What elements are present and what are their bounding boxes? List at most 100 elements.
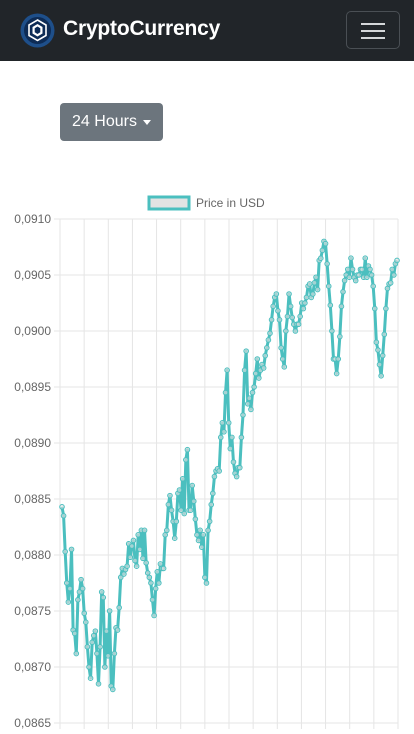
data-point — [284, 313, 291, 320]
data-point — [114, 627, 121, 633]
data-point — [265, 337, 272, 343]
data-point — [300, 305, 307, 312]
data-point — [367, 266, 373, 273]
caret-down-icon — [142, 120, 151, 125]
data-point — [391, 272, 397, 278]
data-point — [60, 513, 67, 519]
data-point — [187, 507, 194, 514]
data-point — [384, 285, 391, 292]
data-point — [73, 650, 80, 657]
crypto-com-lion-logo[interactable] — [20, 13, 55, 48]
navbar: CryptoCurrency — [0, 0, 414, 61]
data-point — [102, 664, 108, 670]
hamburger-line — [361, 37, 385, 39]
data-point — [94, 650, 100, 657]
data-point — [356, 272, 362, 278]
data-point — [110, 686, 116, 693]
price-chart: 0,0865 0,0870 0,0875 0,0880 0,0885 0,0890 0,08… — [14, 195, 400, 730]
data-point — [160, 565, 167, 572]
data-point — [79, 585, 86, 592]
data-point — [311, 280, 318, 286]
y-tick-label: 0,0870 — [14, 660, 51, 674]
data-point — [205, 527, 211, 534]
data-point — [65, 599, 72, 605]
data-point — [81, 610, 88, 617]
data-point — [262, 352, 269, 359]
data-point — [97, 644, 103, 650]
brand-title[interactable]: CryptoCurrency — [63, 17, 221, 40]
hamburger-line — [361, 30, 385, 32]
data-point — [287, 303, 294, 310]
data-point — [202, 574, 208, 581]
data-point — [370, 283, 376, 289]
menu-toggle-button[interactable] — [346, 11, 400, 49]
data-point — [129, 543, 135, 549]
data-point — [289, 314, 296, 321]
data-point — [362, 255, 369, 261]
data-point — [87, 675, 94, 682]
data-point — [194, 532, 200, 538]
data-point — [130, 537, 137, 544]
data-point — [178, 507, 184, 514]
data-point — [151, 612, 157, 619]
data-point — [222, 389, 229, 396]
y-tick-label: 0,0865 — [14, 716, 51, 730]
data-point — [78, 576, 84, 583]
data-point — [95, 681, 102, 687]
data-point — [383, 305, 389, 312]
data-point — [227, 445, 234, 452]
data-point — [208, 501, 215, 508]
data-point — [241, 367, 248, 373]
data-point — [375, 347, 381, 353]
data-point — [76, 589, 83, 595]
data-point — [292, 328, 299, 334]
data-point — [270, 303, 276, 310]
data-point — [163, 527, 170, 534]
data-point — [189, 482, 195, 489]
data-point — [183, 457, 189, 463]
data-point — [140, 555, 146, 562]
data-point — [249, 389, 256, 396]
data-point — [146, 574, 153, 581]
data-point — [244, 401, 251, 407]
data-point — [310, 291, 316, 297]
data-point — [203, 580, 210, 586]
data-point — [111, 650, 118, 657]
data-point — [90, 632, 97, 639]
data-point — [192, 516, 199, 522]
data-point — [268, 317, 275, 323]
data-point — [229, 434, 235, 441]
data-point — [317, 255, 324, 261]
data-point — [63, 580, 70, 586]
y-tick-label: 0,0885 — [14, 492, 51, 506]
data-point — [335, 356, 342, 362]
y-tick-label: 0,0890 — [14, 436, 51, 450]
data-point — [295, 321, 302, 328]
data-point — [184, 446, 191, 453]
data-point — [173, 518, 180, 525]
data-point — [62, 548, 68, 555]
data-point — [322, 240, 329, 247]
data-point — [198, 544, 205, 550]
data-point — [230, 459, 237, 465]
time-range-label: 24 Hours — [72, 113, 137, 130]
data-point — [349, 266, 356, 273]
data-point — [275, 308, 281, 314]
data-point — [243, 348, 249, 354]
data-point — [338, 303, 345, 310]
data-point — [86, 664, 92, 670]
data-point — [387, 280, 394, 286]
data-point — [157, 561, 164, 567]
data-point — [103, 628, 110, 634]
time-range-dropdown-button[interactable]: 24 Hours — [60, 103, 163, 141]
data-point — [144, 570, 151, 576]
y-tick-label: 0,0900 — [14, 324, 51, 338]
y-tick-label: 0,0880 — [14, 548, 51, 562]
data-point — [329, 328, 335, 334]
data-point — [254, 356, 261, 362]
legend-label: Price in USD — [196, 196, 265, 210]
hamburger-menu-icon — [361, 23, 385, 25]
data-point — [352, 277, 359, 284]
data-point — [373, 339, 380, 345]
data-point — [71, 630, 78, 637]
